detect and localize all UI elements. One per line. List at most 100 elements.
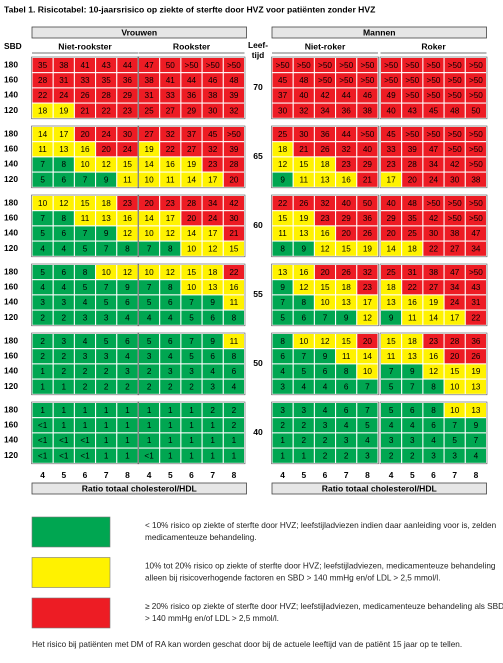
risk-value: 30: [299, 130, 309, 139]
risk-value: 17: [208, 175, 218, 184]
risk-value: 23: [387, 160, 397, 169]
risk-value: 40: [342, 199, 352, 208]
risk-value: 17: [208, 229, 218, 238]
risk-value: 20: [363, 337, 373, 346]
risk-value: 19: [363, 244, 373, 253]
risk-value: 31: [59, 76, 69, 85]
risk-value: 4: [147, 313, 152, 322]
risk-value: 33: [80, 76, 90, 85]
risk-value: >50: [206, 61, 220, 70]
risk-value: 8: [62, 160, 67, 169]
age-label: Leef-: [248, 40, 268, 50]
risk-value: 36: [187, 91, 197, 100]
risk-value: 16: [429, 352, 439, 361]
risk-value: 46: [363, 91, 373, 100]
block-outline: [379, 401, 488, 465]
risk-value: 1: [104, 406, 109, 415]
risk-value: 25: [145, 106, 155, 115]
risk-value: 32: [229, 106, 239, 115]
risk-value: 7: [410, 382, 415, 391]
cholesterol-tick: 4: [40, 470, 45, 480]
risk-value: 7: [302, 352, 307, 361]
risk-value: 31: [408, 268, 418, 277]
risk-value: 3: [323, 421, 328, 430]
sbd-level: 120: [4, 105, 18, 115]
risk-value: 24: [429, 175, 439, 184]
risk-value: 3: [83, 352, 88, 361]
risk-value: 20: [145, 199, 155, 208]
risk-value: 6: [210, 352, 215, 361]
risk-value: 35: [102, 76, 112, 85]
risk-value: 12: [166, 268, 176, 277]
risk-cell: [464, 309, 487, 326]
legend-text: alleen bij risicoverhogende factoren en …: [145, 574, 441, 583]
risk-value: 40: [363, 145, 373, 154]
risk-value: 10: [80, 160, 90, 169]
risk-value: 6: [125, 337, 130, 346]
risk-value: >50: [318, 61, 332, 70]
risk-value: 13: [387, 298, 397, 307]
risk-value: 7: [147, 283, 152, 292]
risk-value: 14: [187, 175, 197, 184]
risk-value: 9: [344, 313, 349, 322]
cholesterol-label: Ratio totaal cholesterol/HDL: [82, 483, 197, 493]
risk-value: 6: [62, 175, 67, 184]
block-outline: [31, 263, 139, 327]
risk-value: 22: [471, 313, 481, 322]
risk-value: 27: [429, 283, 439, 292]
risk-value: >50: [469, 214, 483, 223]
cholesterol-tick: 5: [61, 470, 66, 480]
group-header: Vrouwen: [121, 27, 157, 37]
block-outline: [137, 194, 246, 258]
risk-value: 7: [323, 313, 328, 322]
cholesterol-tick: 6: [431, 470, 436, 480]
block-outline: [271, 263, 379, 327]
cholesterol-tick: 7: [452, 470, 457, 480]
risk-value: >50: [405, 130, 419, 139]
risk-value: 2: [83, 382, 88, 391]
sbd-level: 140: [4, 228, 18, 238]
risk-cell: [356, 309, 379, 326]
block-outline: [31, 332, 139, 396]
risk-value: >50: [405, 91, 419, 100]
risk-value: 6: [168, 298, 173, 307]
risk-value: 10: [450, 406, 460, 415]
risk-value: 3: [344, 436, 349, 445]
risk-value: 47: [450, 268, 460, 277]
risk-value: 17: [387, 175, 397, 184]
risk-value: 9: [323, 352, 328, 361]
risk-value: 3: [431, 451, 436, 460]
risk-value: 5: [452, 436, 457, 445]
cholesterol-tick: 8: [365, 470, 370, 480]
risk-value: 42: [429, 214, 439, 223]
sbd-level: 120: [4, 381, 18, 391]
risk-value: 12: [123, 229, 133, 238]
risk-value: 1: [189, 436, 194, 445]
risk-value: 1: [40, 406, 45, 415]
cholesterol-tick: 7: [210, 470, 215, 480]
risk-value: 19: [59, 106, 69, 115]
risk-value: 33: [387, 145, 397, 154]
risk-value: 2: [147, 367, 152, 376]
risk-value: 13: [278, 268, 288, 277]
risk-cell: [356, 240, 379, 257]
sbd-level: 160: [4, 75, 18, 85]
risk-value: <1: [59, 436, 69, 445]
risk-value: 2: [62, 313, 67, 322]
risk-value: 12: [166, 229, 176, 238]
risk-value: 10: [450, 382, 460, 391]
risk-value: 10: [187, 283, 197, 292]
cholesterol-label: Ratio totaal cholesterol/HDL: [322, 483, 437, 493]
risk-value: 6: [280, 352, 285, 361]
risk-value: 11: [38, 145, 47, 154]
risk-value: 34: [208, 199, 218, 208]
sbd-level: 140: [4, 435, 18, 445]
risk-value: 7: [280, 298, 285, 307]
risk-value: 50: [471, 106, 481, 115]
risk-value: 32: [363, 268, 373, 277]
sbd-level: 180: [4, 266, 18, 276]
risk-cell: [464, 378, 487, 395]
risk-value: >50: [297, 61, 311, 70]
risk-value: 2: [302, 421, 307, 430]
